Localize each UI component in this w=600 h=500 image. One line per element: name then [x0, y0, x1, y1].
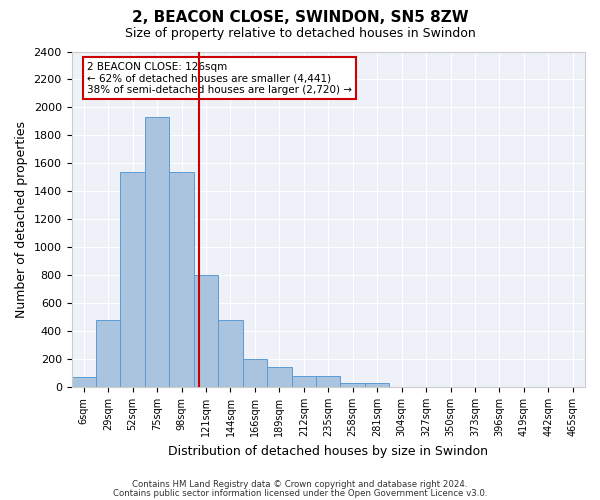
Bar — [365, 383, 389, 387]
Text: 2 BEACON CLOSE: 126sqm
← 62% of detached houses are smaller (4,441)
38% of semi-: 2 BEACON CLOSE: 126sqm ← 62% of detached… — [87, 62, 352, 95]
Bar — [242, 359, 267, 387]
Bar — [71, 378, 96, 387]
Bar — [292, 376, 316, 387]
Bar — [96, 320, 121, 387]
X-axis label: Distribution of detached houses by size in Swindon: Distribution of detached houses by size … — [168, 444, 488, 458]
Bar — [145, 117, 169, 387]
Bar — [169, 172, 194, 387]
Bar — [316, 376, 340, 387]
Bar — [194, 275, 218, 387]
Bar — [340, 383, 365, 387]
Text: Size of property relative to detached houses in Swindon: Size of property relative to detached ho… — [125, 28, 475, 40]
Bar — [121, 172, 145, 387]
Y-axis label: Number of detached properties: Number of detached properties — [15, 121, 28, 318]
Text: 2, BEACON CLOSE, SWINDON, SN5 8ZW: 2, BEACON CLOSE, SWINDON, SN5 8ZW — [131, 10, 469, 25]
Bar — [218, 320, 242, 387]
Bar — [267, 368, 292, 387]
Text: Contains HM Land Registry data © Crown copyright and database right 2024.: Contains HM Land Registry data © Crown c… — [132, 480, 468, 489]
Text: Contains public sector information licensed under the Open Government Licence v3: Contains public sector information licen… — [113, 489, 487, 498]
